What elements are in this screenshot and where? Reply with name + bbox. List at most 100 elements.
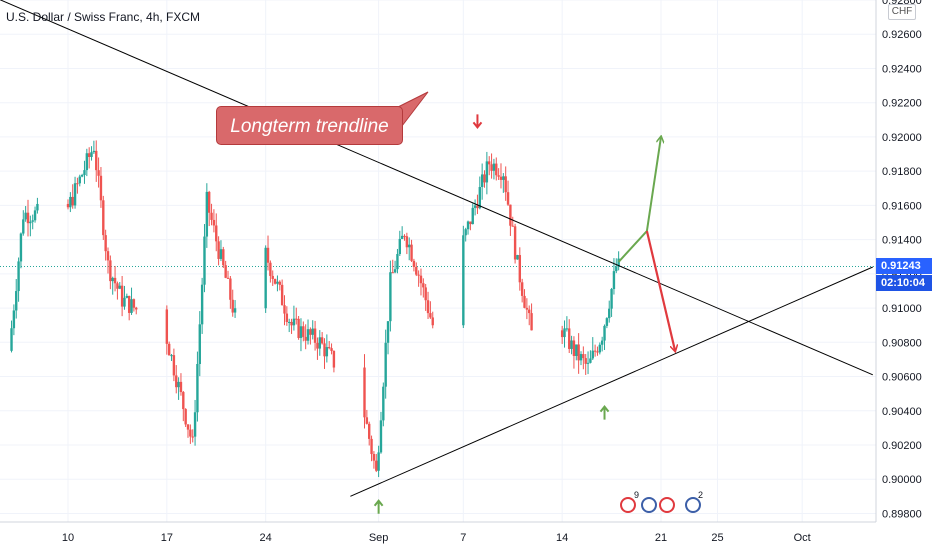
swiss-flag-event-icon-2[interactable] (659, 497, 675, 513)
candle-body (365, 417, 369, 424)
candle-body (19, 233, 23, 262)
candle-body (283, 305, 286, 314)
candle-body (323, 343, 326, 357)
candle-body (17, 261, 20, 292)
drawings[interactable] (0, 0, 873, 514)
candle-body (506, 192, 510, 205)
candle-body (589, 358, 592, 363)
candle-body (175, 375, 178, 388)
candle-body (24, 212, 27, 220)
candle-body (488, 161, 491, 165)
candle-body (271, 275, 274, 279)
price-tick-label: 0.90800 (882, 337, 922, 349)
candle-body (384, 342, 387, 387)
candle-body (615, 266, 618, 272)
us-flag-event-icon[interactable] (641, 497, 657, 513)
event-count-b: 2 (698, 490, 704, 500)
candle-body (400, 235, 404, 239)
up-marker-arrow[interactable] (599, 405, 610, 420)
swiss-flag-event-icon[interactable] (620, 497, 636, 513)
candle-body (87, 153, 91, 157)
time-tick-label: 17 (161, 532, 173, 544)
candle-body (266, 247, 270, 263)
currency-unit-label[interactable]: CHF (888, 4, 916, 20)
candle-body (471, 207, 474, 225)
candle-body (377, 452, 380, 471)
candle-body (579, 354, 583, 361)
candle-body (198, 324, 201, 364)
candle-body (102, 200, 105, 236)
candle-body (99, 175, 103, 201)
candle-body (304, 336, 307, 341)
candle-body (485, 161, 489, 183)
candle-body (591, 350, 594, 359)
candle-body (464, 229, 467, 236)
longterm-trendline-callout[interactable]: Longterm trendline (216, 106, 403, 145)
candle-body (210, 212, 213, 220)
candle-body (405, 236, 409, 248)
price-tick-label: 0.89800 (882, 508, 922, 520)
candle-body (120, 285, 124, 307)
candle-body (92, 150, 96, 153)
candle-body (586, 362, 590, 364)
candle-body (135, 307, 138, 310)
candle-body (295, 318, 298, 320)
candle-body (318, 337, 321, 349)
candle-body (85, 153, 89, 171)
candle-body (617, 258, 620, 267)
candle-body (372, 454, 376, 461)
candle-body (302, 326, 305, 337)
time-tick-label: 10 (62, 532, 74, 544)
candle-body (229, 278, 232, 300)
candle-body (22, 219, 25, 234)
trendline[interactable] (350, 266, 873, 497)
price-scale-labels[interactable]: 0.92800 0.92600 0.92400 0.92200 0.92000 0.918… (882, 0, 922, 520)
price-tick-label: 0.91400 (882, 235, 922, 247)
candle-body (577, 344, 580, 361)
bearish-projection-arrow[interactable] (645, 230, 675, 351)
candle-body (330, 348, 333, 351)
candle-body (170, 355, 173, 357)
candle-body (391, 272, 394, 274)
down-marker-arrow[interactable] (472, 114, 483, 129)
up-marker-arrow[interactable] (373, 499, 384, 514)
candle-body (219, 249, 223, 259)
candle-body (97, 170, 100, 176)
price-tick-label: 0.91600 (882, 200, 922, 212)
candle-body (123, 297, 126, 307)
trendline[interactable] (0, 0, 873, 376)
candle-body (196, 363, 199, 413)
candle-body (605, 318, 609, 326)
candle-body (203, 236, 206, 285)
candle-body (462, 235, 465, 326)
candle-body (560, 330, 564, 338)
candle-body (410, 244, 413, 261)
candle-body (523, 295, 526, 308)
candle-body (582, 354, 585, 359)
candle-body (379, 420, 383, 453)
bullish-projection-arrow[interactable] (617, 137, 661, 263)
price-tick-label: 0.91000 (882, 303, 922, 315)
price-tick-label: 0.91800 (882, 166, 922, 178)
candle-body (328, 347, 331, 349)
time-tick-label: Sep (369, 532, 389, 544)
candle-body (478, 186, 482, 209)
candle-body (429, 313, 432, 318)
candle-body (417, 274, 420, 276)
candle-body (575, 344, 578, 356)
candle-body (165, 309, 169, 344)
candle-body (10, 328, 13, 351)
candle-body (76, 183, 79, 185)
candle-body (231, 299, 234, 313)
us-flag-event-icon-2[interactable] (685, 497, 701, 513)
candle-body (292, 318, 296, 326)
candle-body (570, 340, 573, 349)
candle-body (71, 196, 74, 206)
candle-body (33, 210, 37, 221)
time-tick-label: 14 (556, 532, 568, 544)
candle-body (466, 221, 470, 230)
time-scale-labels[interactable]: 10 17 24 Sep 7 14 21 25 Oct (62, 532, 811, 544)
candle-body (495, 163, 498, 176)
